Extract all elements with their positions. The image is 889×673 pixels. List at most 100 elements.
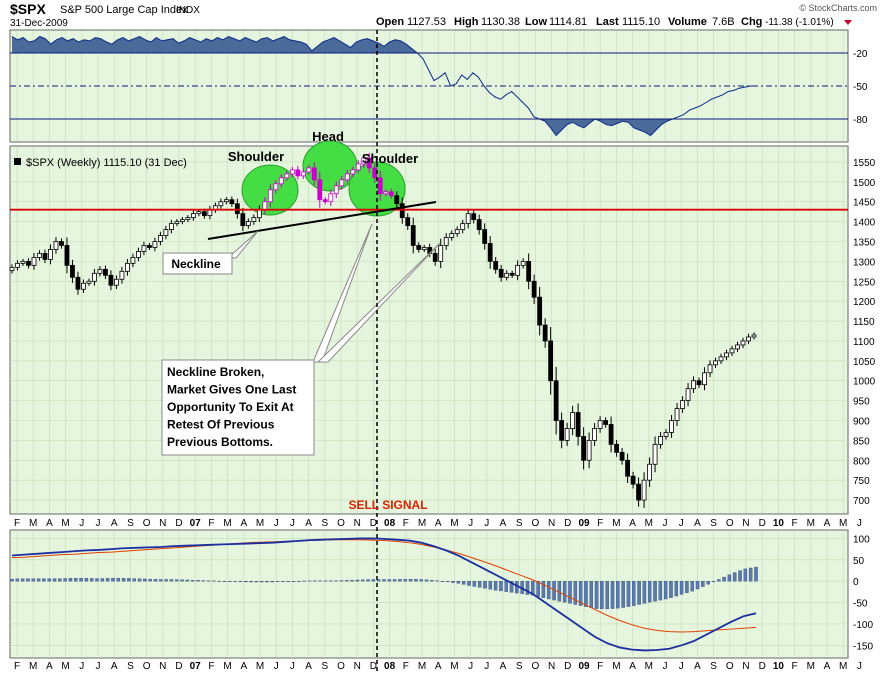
candle-body: [240, 213, 246, 226]
macd-histogram-bar: [472, 581, 477, 587]
macd-histogram-bar: [398, 579, 402, 582]
top-month-label: O: [726, 518, 734, 529]
macd-histogram-bar: [626, 581, 631, 607]
candle-body: [570, 412, 576, 429]
top-month-label: F: [403, 518, 409, 529]
candle-body: [542, 324, 548, 342]
top-month-label: 10: [773, 518, 785, 529]
macd-histogram-bar: [382, 579, 386, 582]
bottom-month-label: J: [679, 661, 684, 672]
candle-body: [53, 241, 59, 250]
candle-body: [157, 235, 163, 242]
macd-histogram-bar: [594, 581, 599, 609]
candle-body: [26, 260, 31, 266]
macd-histogram-bar: [610, 581, 615, 609]
top-month-label: N: [354, 518, 361, 529]
candle-body: [625, 459, 630, 477]
bottom-month-label: M: [839, 661, 847, 672]
candle-body: [471, 213, 477, 221]
candle-body: [81, 282, 86, 290]
top-month-label: M: [612, 518, 620, 529]
candle-body: [86, 280, 92, 284]
bottom-month-label: J: [484, 661, 489, 672]
macd-histogram-bar: [355, 579, 360, 582]
candle-body: [465, 213, 471, 224]
bottom-month-label: O: [726, 661, 734, 672]
macd-histogram-bar: [392, 579, 397, 582]
macd-histogram-bar: [185, 579, 190, 582]
shoulder-right-label: Shoulder: [362, 151, 418, 166]
candle-body: [355, 163, 361, 171]
macd-signal-line: [11, 539, 757, 633]
macd-histogram-bar: [376, 579, 381, 582]
bottom-month-label: D: [175, 661, 182, 672]
candle-body: [223, 199, 229, 203]
candle-body: [9, 266, 15, 271]
candle-body: [300, 171, 306, 177]
rs-tick-label: -20: [853, 49, 868, 60]
top-month-label: N: [548, 518, 555, 529]
macd-histogram-bar: [52, 578, 57, 582]
candle-body: [537, 296, 543, 326]
macd-histogram-bar: [727, 574, 732, 582]
candle-body: [295, 169, 301, 177]
bottom-month-label: 07: [190, 661, 202, 672]
bottom-month-label: A: [435, 661, 442, 672]
macd-histogram-bar: [238, 581, 243, 582]
bottom-month-label: O: [143, 661, 151, 672]
candle-body: [328, 193, 334, 203]
macd-histogram-bar: [116, 578, 121, 582]
bottom-month-label: D: [564, 661, 571, 672]
macd-histogram-bar: [509, 581, 514, 593]
macd-histogram-bar: [159, 579, 163, 582]
macd-histogram-bar: [339, 580, 344, 582]
candle-body: [421, 247, 427, 250]
macd-tick-label: 0: [853, 577, 859, 588]
bottom-month-label: M: [645, 661, 653, 672]
macd-histogram-bar: [206, 580, 211, 582]
candle-body: [746, 336, 751, 342]
macd-histogram-bar: [632, 581, 636, 606]
bottom-month-label: N: [742, 661, 749, 672]
candle-body: [410, 225, 416, 246]
macd-histogram-bar: [584, 581, 588, 607]
candle-body: [366, 157, 372, 169]
macd-histogram-bar: [100, 578, 105, 582]
candle-body: [278, 177, 284, 185]
candle-body: [234, 203, 240, 215]
candle-body: [256, 209, 262, 219]
macd-histogram-bar: [754, 566, 758, 582]
macd-histogram-bar: [451, 581, 455, 583]
candle-body: [735, 344, 740, 350]
price-tick-label: 1350: [853, 237, 876, 248]
candle-body: [652, 443, 658, 465]
top-month-label: J: [79, 518, 84, 529]
candle-body: [31, 257, 37, 266]
candle-body: [443, 237, 449, 246]
candle-body: [377, 177, 383, 195]
bottom-month-label: A: [305, 661, 312, 672]
macd-histogram-bar: [201, 580, 206, 582]
macd-histogram-bar: [318, 580, 322, 582]
macd-histogram-bar: [212, 580, 216, 582]
top-month-label: J: [663, 518, 668, 529]
price-tick-label: 1550: [853, 158, 876, 169]
candle-body: [658, 436, 663, 445]
top-month-label: J: [290, 518, 295, 529]
exchange-label: INDX: [176, 5, 200, 16]
top-month-label: D: [370, 518, 377, 529]
macd-histogram-bar: [653, 581, 657, 602]
candle-body: [394, 195, 400, 205]
bottom-month-label: N: [354, 661, 361, 672]
top-month-label: A: [500, 518, 507, 529]
open-value: 1127.53: [407, 16, 446, 28]
macd-histogram-bar: [190, 579, 195, 582]
price-tick-label: 1200: [853, 297, 876, 308]
macd-histogram-bar: [695, 581, 700, 590]
candle-body: [103, 268, 108, 276]
top-month-label: S: [516, 518, 523, 529]
top-month-label: O: [337, 518, 345, 529]
candle-body: [388, 191, 394, 197]
candle-body: [641, 479, 647, 501]
top-month-label: A: [46, 518, 53, 529]
